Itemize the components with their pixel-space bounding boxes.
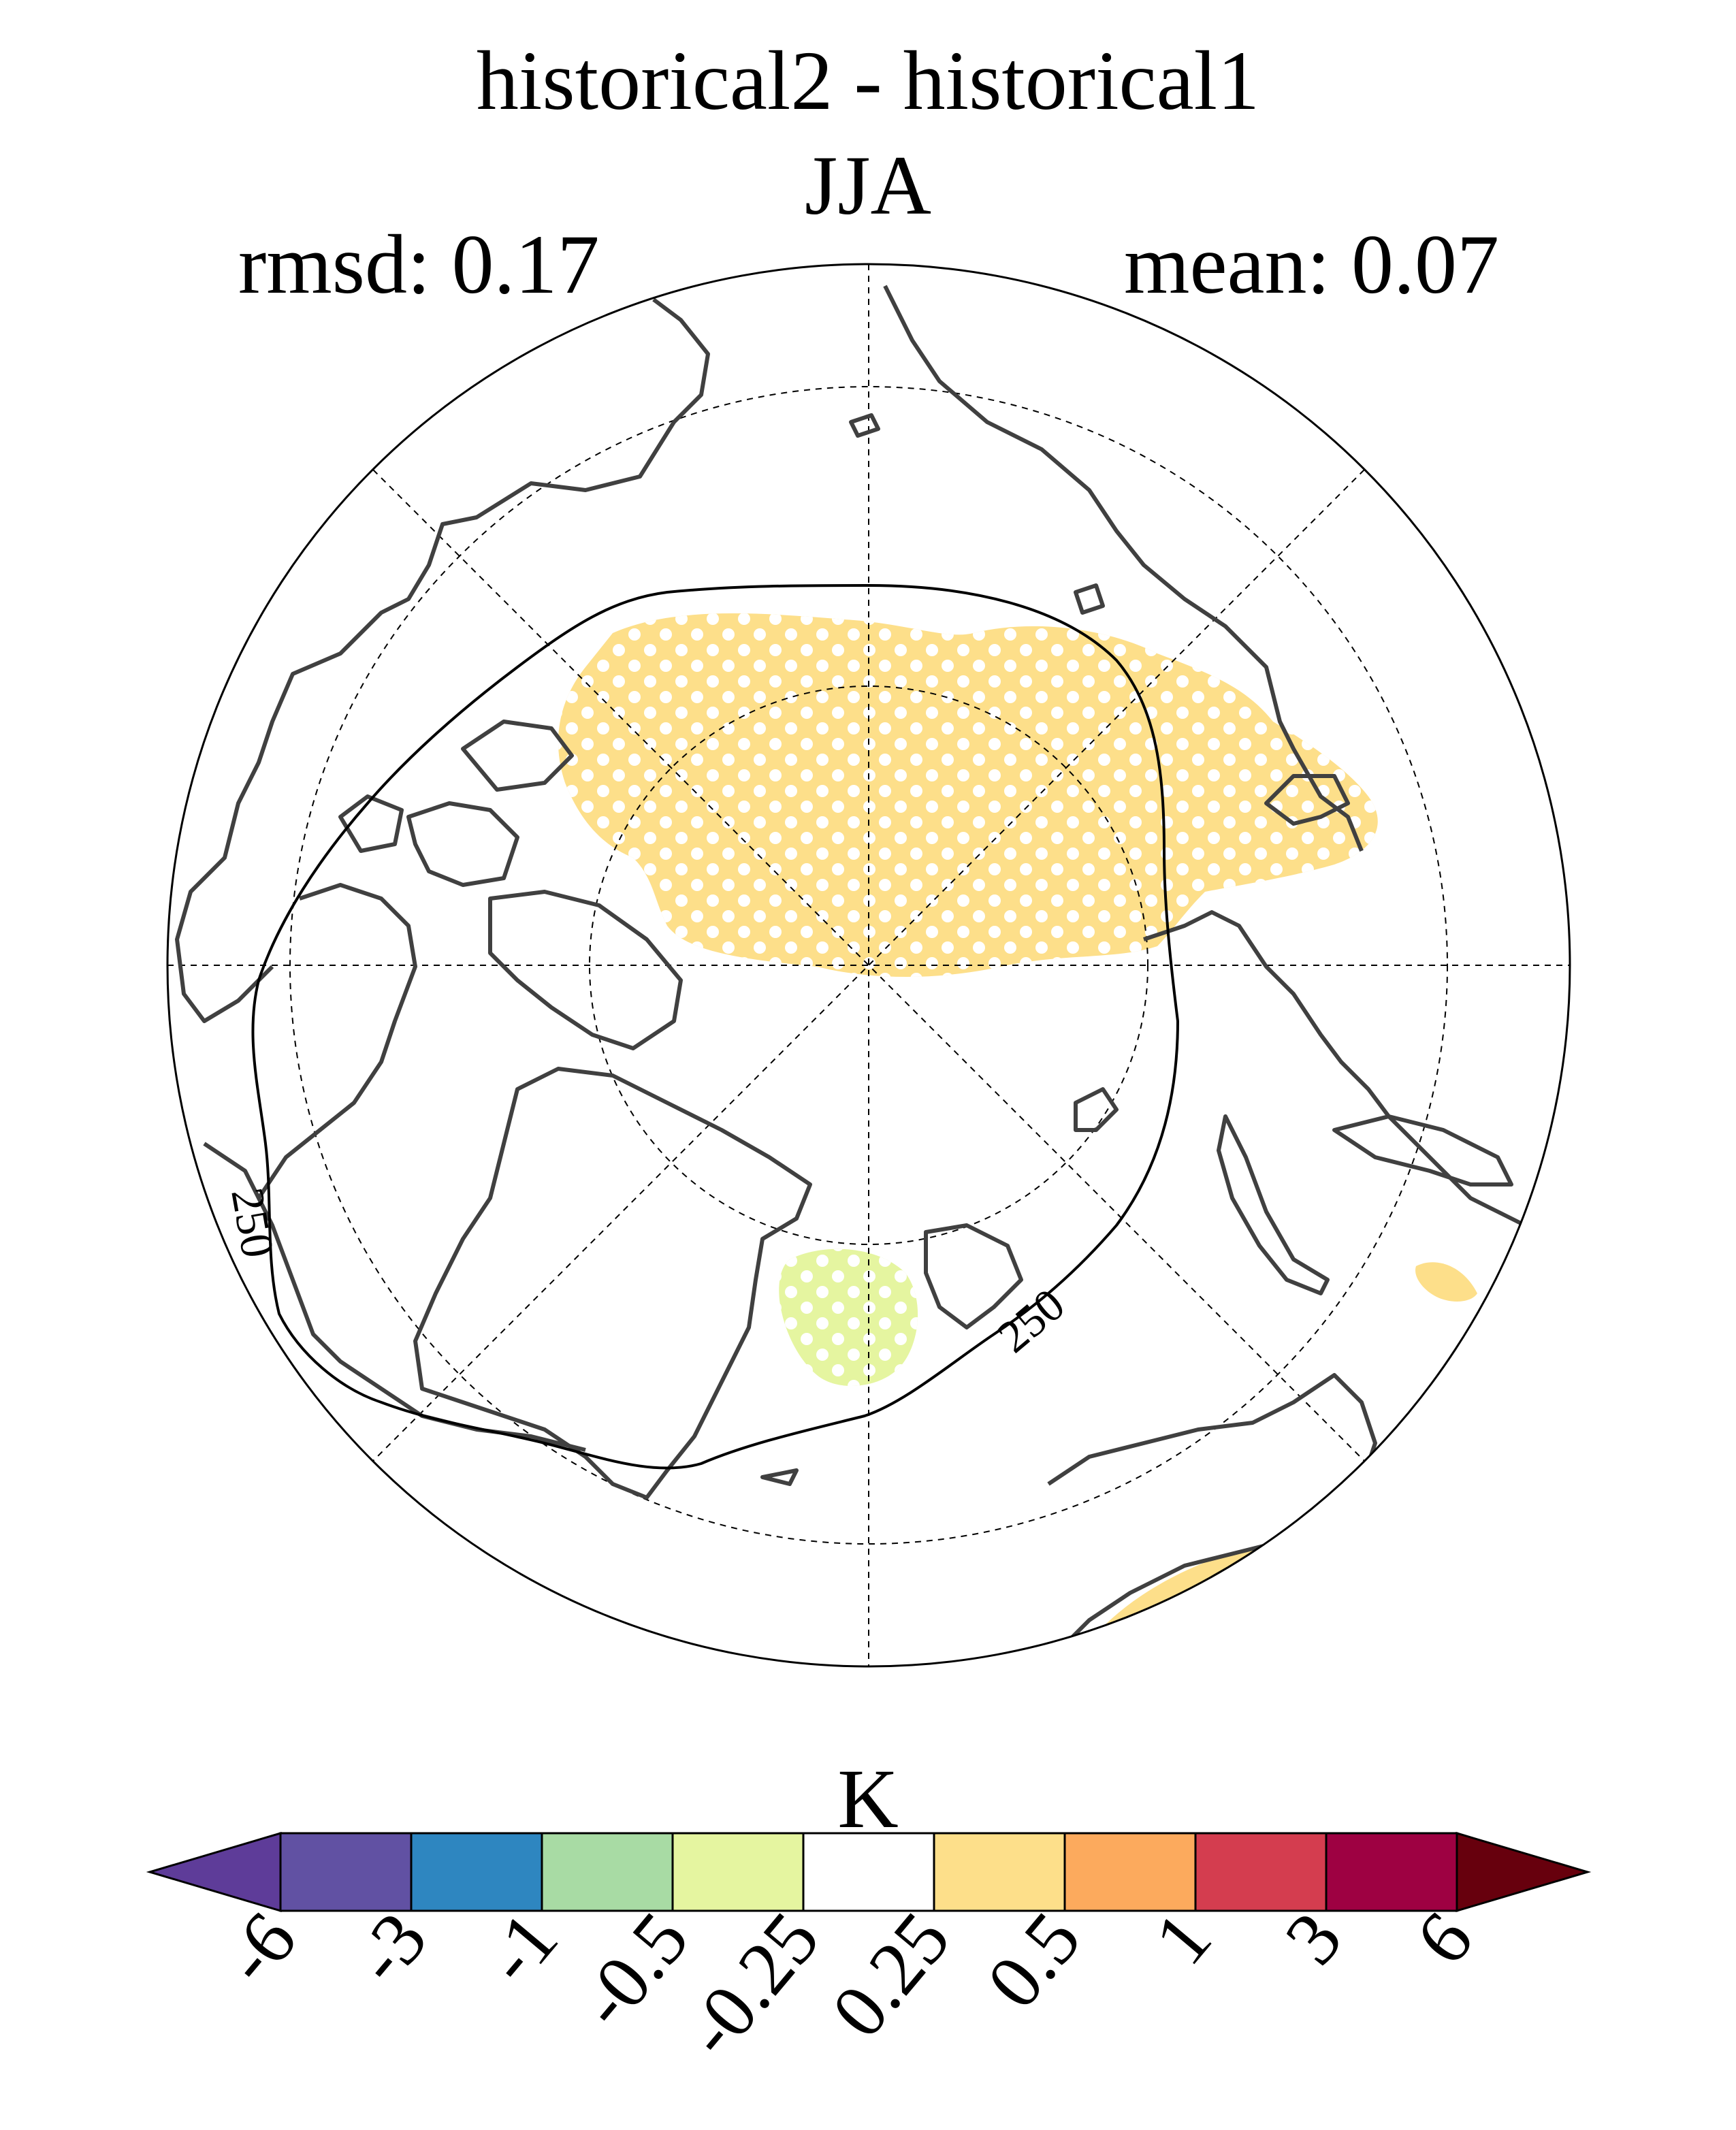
region-greenland-sea-stipple	[779, 1248, 918, 1387]
contour-label-right: 250	[988, 1278, 1074, 1363]
coast-pacific-islands	[849, 413, 880, 438]
colorbar-segment	[541, 1832, 674, 1912]
contour-250	[251, 583, 1180, 1470]
region-siberia-small-warming	[1415, 1262, 1477, 1302]
meridian-diag-1	[372, 469, 1365, 1462]
colorbar-max-triangle	[1456, 1831, 1592, 1913]
colorbar-units: K	[837, 1752, 899, 1845]
latitude-circle-80	[589, 685, 1148, 1245]
coast-svalbard	[924, 1223, 1023, 1329]
colorbar-segment	[279, 1832, 413, 1912]
colorbar-segment	[1063, 1832, 1197, 1912]
colorbar-segment	[1194, 1832, 1328, 1912]
coast-white-sea	[1332, 1114, 1513, 1187]
tick-label: -0.25	[669, 1897, 835, 2072]
region-arctic-ocean-stipple	[558, 613, 1378, 977]
coast-greenland	[413, 1067, 812, 1500]
colorbar-min-triangle	[146, 1831, 282, 1913]
coast-alaska-canada	[175, 297, 710, 1023]
coast-arctic-archipelago-2	[461, 720, 574, 792]
coast-arctic-archipelago-3	[338, 794, 404, 853]
colorbar-segment	[933, 1832, 1066, 1912]
coast-iceland	[760, 1468, 799, 1486]
graticule	[167, 264, 1570, 1666]
map-boundary	[166, 263, 1571, 1668]
tick-label: -6	[207, 1897, 312, 1999]
colorbar-segment	[671, 1832, 805, 1912]
colorbar: -6 -3 -1 -0.5 -0.25 0.25 0.5 1 3 6	[146, 1831, 1592, 2073]
region-europe-edge-warming	[1103, 1540, 1334, 1666]
coast-ellesmere	[488, 890, 683, 1050]
contour-label-left: 250	[221, 1184, 285, 1261]
tick-label: 0.5	[971, 1897, 1097, 2024]
coast-novaya-zemlya	[1217, 1114, 1330, 1295]
colorbar-segment	[1325, 1832, 1458, 1912]
coast-arctic-archipelago-1	[406, 801, 519, 887]
coast-siberia	[883, 285, 1364, 852]
tick-label: -3	[338, 1897, 443, 1999]
coast-hudson-region	[257, 883, 417, 1199]
coast-taymyr	[1264, 774, 1350, 826]
meridian-diag-2	[372, 469, 1365, 1462]
colorbar-segment	[802, 1832, 935, 1912]
coast-scandinavia	[1047, 1373, 1377, 1649]
coast-new-siberian	[1074, 583, 1105, 615]
latitude-circle-70	[289, 386, 1448, 1545]
tick-label: -1	[468, 1897, 574, 1999]
polar-map: 250 250	[166, 263, 1571, 1668]
coast-franz-josef	[1074, 1087, 1119, 1132]
colorbar-segment	[410, 1832, 543, 1912]
title-line-1: historical2 - historical1	[476, 34, 1260, 127]
coast-russia	[1143, 910, 1526, 1227]
coastlines	[175, 285, 1526, 1649]
rmsd-label: rmsd: 0.17	[238, 218, 600, 311]
mean-label: mean: 0.07	[1124, 218, 1499, 311]
tick-label: 0.25	[816, 1897, 966, 2053]
colorbar-tick-labels: -6 -3 -1 -0.5 -0.25 0.25 0.5 1 3 6	[207, 1897, 1489, 2072]
title-line-2: JJA	[804, 139, 932, 232]
